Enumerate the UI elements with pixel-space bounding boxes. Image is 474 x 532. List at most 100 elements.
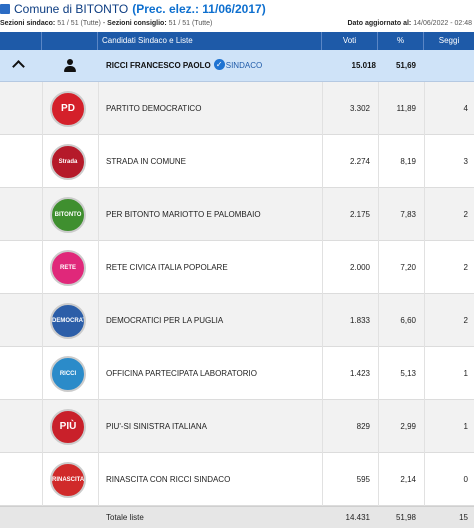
party-logo-icon: DEMOCRATICI xyxy=(50,303,86,339)
list-seggi: 4 xyxy=(463,104,468,113)
column-divider xyxy=(378,188,379,241)
party-logo-text: DEMOCRATICI xyxy=(52,318,86,324)
previous-election-link[interactable]: (Prec. elez.: 11/06/2017) xyxy=(132,2,266,16)
list-seggi: 2 xyxy=(463,316,468,325)
party-logo-icon: RETE Civica xyxy=(50,250,86,286)
column-divider xyxy=(322,294,323,347)
column-divider xyxy=(424,82,425,135)
title-row: Comune di BITONTO (Prec. elez.: 11/06/20… xyxy=(0,0,266,18)
column-divider xyxy=(322,82,323,135)
party-logo-icon: Strada comune xyxy=(50,144,86,180)
column-divider xyxy=(42,453,43,506)
column-divider xyxy=(42,294,43,347)
column-divider xyxy=(42,82,43,135)
list-voti: 829 xyxy=(356,422,370,431)
header-expand-col xyxy=(0,32,42,50)
column-divider xyxy=(98,241,99,294)
column-divider xyxy=(378,453,379,506)
column-divider xyxy=(42,188,43,241)
list-row[interactable]: PIÙ PIU'-SI SINISTRA ITALIANA 829 2,99 1 xyxy=(0,400,474,453)
column-divider xyxy=(322,347,323,400)
list-voti: 2.274 xyxy=(349,157,370,166)
column-divider xyxy=(322,135,323,188)
list-pct: 6,60 xyxy=(400,316,416,325)
list-name: RETE CIVICA ITALIA POPOLARE xyxy=(106,263,228,272)
list-row[interactable]: DEMOCRATICI DEMOCRATICI PER LA PUGLIA 1.83… xyxy=(0,294,474,347)
list-seggi: 1 xyxy=(463,369,468,378)
list-row[interactable]: BITONTO PER BITONTO MARIOTTO E PALOMBAIO 2… xyxy=(0,188,474,241)
list-row[interactable]: PD PARTITO DEMOCRATICO 3.302 11,89 4 xyxy=(0,82,474,135)
party-logo-icon: PIÙ xyxy=(50,409,86,445)
column-divider xyxy=(424,294,425,347)
location-icon xyxy=(0,4,10,14)
column-divider xyxy=(424,400,425,453)
party-logo-icon: BITONTO xyxy=(50,197,86,233)
list-voti: 1.833 xyxy=(349,316,370,325)
list-pct: 2,99 xyxy=(400,422,416,431)
column-divider xyxy=(98,294,99,347)
list-voti: 1.423 xyxy=(349,369,370,378)
column-divider xyxy=(424,135,425,188)
separator: - xyxy=(102,20,106,27)
list-voti: 2.175 xyxy=(349,210,370,219)
candidate-role: SINDACO xyxy=(225,61,263,70)
table-header: Candidati Sindaco e Liste Voti % Seggi xyxy=(0,32,474,50)
sezioni-sindaco-value: 51 / 51 (Tutte) xyxy=(57,20,101,27)
list-name: PER BITONTO MARIOTTO E PALOMBAIO xyxy=(106,210,261,219)
party-logo-text: RINASCITA xyxy=(52,477,85,483)
total-voti: 14.431 xyxy=(345,513,370,522)
party-logo-text: RICCI xyxy=(59,371,77,377)
comune-title: Comune di BITONTO xyxy=(14,2,129,16)
party-logo-text: PD xyxy=(61,103,75,114)
header-voti: Voti xyxy=(322,32,378,50)
list-pct: 7,83 xyxy=(400,210,416,219)
chevron-up-icon[interactable] xyxy=(12,60,25,73)
list-name: OFFICINA PARTECIPATA LABORATORIO xyxy=(106,369,257,378)
column-divider xyxy=(42,347,43,400)
list-row[interactable]: RETE Civica RETE CIVICA ITALIA POPOLARE 2.… xyxy=(0,241,474,294)
column-divider xyxy=(424,241,425,294)
list-voti: 595 xyxy=(356,475,370,484)
column-divider xyxy=(42,400,43,453)
column-divider xyxy=(378,241,379,294)
list-row[interactable]: RINASCITA RINASCITA CON RICCI SINDACO 595 2… xyxy=(0,453,474,506)
column-divider xyxy=(424,188,425,241)
list-row[interactable]: RICCI OFFICINA PARTECIPATA LABORATORIO 1.4… xyxy=(0,347,474,400)
list-row[interactable]: Strada comune STRADA IN COMUNE 2.274 8,19 3 xyxy=(0,135,474,188)
column-divider xyxy=(98,453,99,506)
party-logo-text: BITONTO xyxy=(54,212,82,218)
party-logo-text: RETE Civica xyxy=(59,265,76,271)
sections-summary: Sezioni sindaco: 51 / 51 (Tutte) - Sezio… xyxy=(0,20,212,27)
total-label: Totale liste xyxy=(106,513,144,522)
column-divider xyxy=(98,400,99,453)
party-logo-icon: RICCI xyxy=(50,356,86,392)
column-divider xyxy=(424,347,425,400)
list-seggi: 0 xyxy=(463,475,468,484)
column-divider xyxy=(42,241,43,294)
list-name: PIU'-SI SINISTRA ITALIANA xyxy=(106,422,207,431)
candidate-pct: 51,69 xyxy=(395,61,416,70)
list-voti: 3.302 xyxy=(349,104,370,113)
column-divider xyxy=(42,135,43,188)
column-divider xyxy=(98,135,99,188)
column-divider xyxy=(98,347,99,400)
column-divider xyxy=(322,241,323,294)
check-badge-icon: ✓ xyxy=(213,59,225,71)
sezioni-consiglio-label: Sezioni consiglio: xyxy=(107,20,167,27)
list-pct: 2,14 xyxy=(400,475,416,484)
column-divider xyxy=(378,400,379,453)
candidate-row[interactable]: RICCI FRANCESCO PAOLO ✓ SINDACO 15.018 51,… xyxy=(0,50,474,82)
list-seggi: 1 xyxy=(463,422,468,431)
list-seggi: 3 xyxy=(463,157,468,166)
column-divider xyxy=(378,294,379,347)
column-divider xyxy=(98,82,99,135)
update-info: Dato aggiornato al: 14/06/2022 - 02:48 xyxy=(347,20,472,27)
column-divider xyxy=(322,453,323,506)
header-logo-col xyxy=(42,32,98,50)
page-header: Comune di BITONTO (Prec. elez.: 11/06/20… xyxy=(0,0,474,32)
column-divider xyxy=(378,82,379,135)
party-logo-text: PIÙ xyxy=(59,421,77,432)
list-pct: 7,20 xyxy=(400,263,416,272)
total-pct: 51,98 xyxy=(395,513,416,522)
column-divider xyxy=(378,347,379,400)
